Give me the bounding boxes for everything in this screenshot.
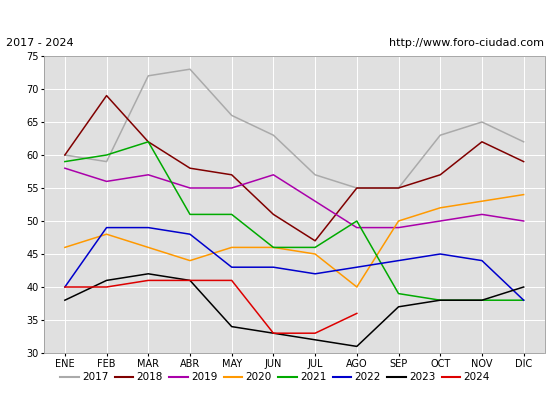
Legend: 2017, 2018, 2019, 2020, 2021, 2022, 2023, 2024: 2017, 2018, 2019, 2020, 2021, 2022, 2023…: [60, 372, 490, 382]
Text: http://www.foro-ciudad.com: http://www.foro-ciudad.com: [389, 38, 544, 48]
Text: 2017 - 2024: 2017 - 2024: [6, 38, 73, 48]
Text: Evolucion del paro registrado en Aledo: Evolucion del paro registrado en Aledo: [126, 8, 424, 22]
